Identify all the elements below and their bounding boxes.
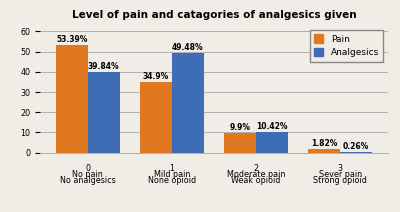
Text: No pain: No pain	[72, 170, 103, 179]
Text: 0: 0	[85, 164, 90, 173]
Bar	[140, 82, 172, 153]
Title: Level of pain and catagories of analgesics given: Level of pain and catagories of analgesi…	[72, 11, 356, 21]
Text: Moderate pain: Moderate pain	[227, 170, 285, 179]
Text: None opioid: None opioid	[148, 176, 196, 185]
Text: 9.9%: 9.9%	[230, 123, 250, 132]
Legend: Pain, Analgesics: Pain, Analgesics	[310, 30, 384, 62]
Text: Sever pain: Sever pain	[319, 170, 362, 179]
Text: 10.42%: 10.42%	[256, 122, 288, 131]
Text: 53.39%: 53.39%	[56, 35, 88, 44]
Text: 1.82%: 1.82%	[311, 139, 338, 148]
Bar	[256, 132, 288, 153]
Text: 2: 2	[254, 164, 259, 173]
Bar	[88, 72, 120, 153]
Text: 1: 1	[170, 164, 174, 173]
Text: Weak opioid: Weak opioid	[231, 176, 281, 185]
Bar	[224, 133, 256, 153]
Bar	[56, 45, 88, 153]
Bar	[308, 149, 340, 153]
Text: Mild pain: Mild pain	[154, 170, 190, 179]
Text: 39.84%: 39.84%	[88, 62, 120, 71]
Bar	[340, 152, 372, 153]
Text: 3: 3	[338, 164, 343, 173]
Bar	[172, 53, 204, 153]
Text: 0.26%: 0.26%	[343, 142, 369, 151]
Text: Strong opioid: Strong opioid	[313, 176, 367, 185]
Text: 49.48%: 49.48%	[172, 43, 204, 52]
Text: No analgesics: No analgesics	[60, 176, 116, 185]
Text: 34.9%: 34.9%	[143, 72, 169, 81]
